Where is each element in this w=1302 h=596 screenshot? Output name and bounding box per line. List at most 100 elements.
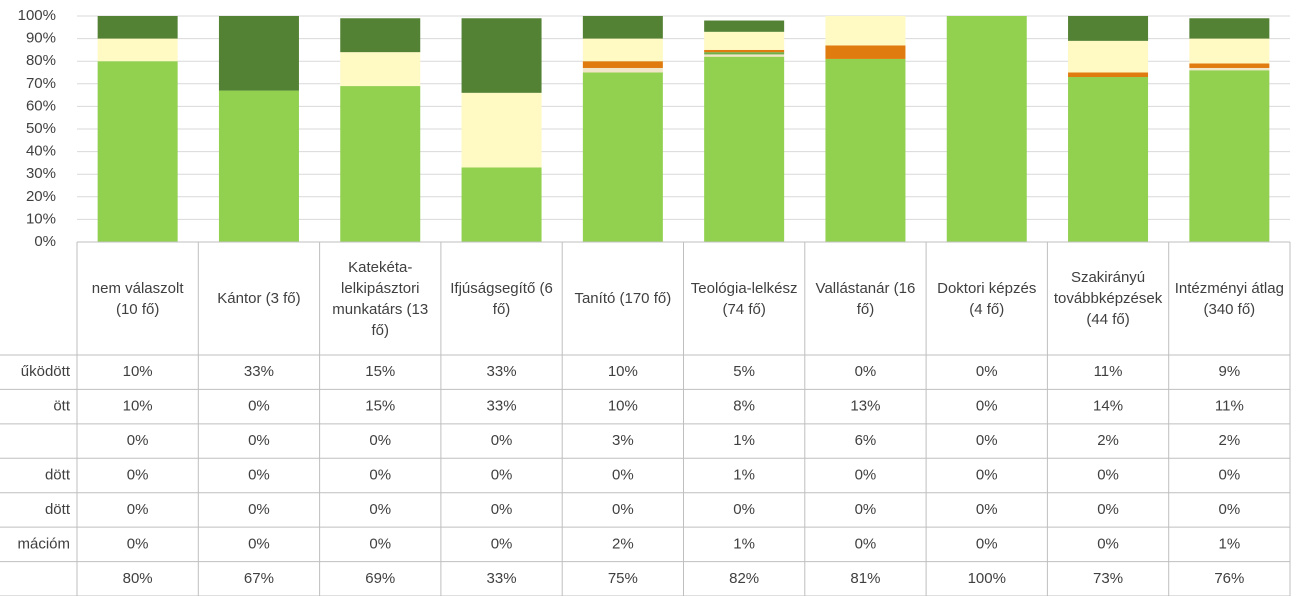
bar-segment (1068, 16, 1149, 41)
table-cell: 1% (733, 466, 755, 483)
table-cell: 13% (850, 398, 880, 415)
y-tick-label: 60% (26, 97, 56, 114)
table-cell: 73% (1093, 570, 1123, 587)
legend-label: mációm (17, 535, 70, 552)
table-cell: 0% (733, 501, 755, 518)
table-cell: 0% (976, 501, 998, 518)
table-cell: 11% (1215, 398, 1244, 415)
table-cell: 0% (1219, 501, 1241, 518)
bar-segment (1189, 38, 1270, 64)
bar-segment (340, 18, 421, 53)
table-cell: 10% (123, 363, 153, 380)
y-tick-label: 90% (26, 30, 56, 47)
table-cell: 0% (976, 363, 998, 380)
table-cell: 82% (729, 570, 759, 587)
table-cell: 1% (733, 432, 755, 449)
category-label: nem válaszolt (10 fő) (91, 279, 184, 318)
bar-segment (825, 58, 906, 242)
bar-segment (1189, 63, 1270, 68)
table-cell: 11% (1094, 363, 1123, 380)
bar-segment (218, 16, 299, 91)
table-cell: 2% (1219, 432, 1241, 449)
bar-segment (1189, 70, 1270, 243)
table-cell: 3% (612, 432, 634, 449)
table-cell: 0% (248, 432, 270, 449)
bar-segment (704, 20, 785, 32)
bar-segment (704, 52, 785, 55)
table-cell: 0% (976, 398, 998, 415)
y-tick-label: 80% (26, 52, 56, 69)
table-cell: 10% (608, 363, 638, 380)
legend-label: dött (45, 466, 71, 483)
category-label: Ifjúságsegítő (6 fő) (450, 279, 553, 318)
legend-label: dött (45, 501, 71, 518)
table-cell: 0% (127, 432, 149, 449)
table-cell: 0% (127, 466, 149, 483)
category-label: Kántor (3 fő) (217, 290, 301, 307)
table-cell: 6% (855, 432, 877, 449)
table-cell: 1% (1219, 535, 1241, 552)
table-cell: 10% (123, 398, 153, 415)
table-cell: 0% (369, 466, 391, 483)
bar-segment (1189, 67, 1270, 71)
bar-segment (97, 16, 178, 39)
table-cell: 2% (612, 535, 634, 552)
table-cell: 14% (1093, 398, 1123, 415)
bar-segment (340, 52, 421, 87)
bar-segment (461, 18, 542, 93)
bar-segment (1068, 77, 1149, 243)
table-cell: 9% (1219, 363, 1241, 380)
table-cell: 0% (612, 501, 634, 518)
table-cell: 15% (365, 398, 395, 415)
y-tick-label: 30% (26, 165, 56, 182)
table-cell: 100% (968, 570, 1006, 587)
bar-segment (582, 61, 663, 68)
table-cell: 0% (855, 535, 877, 552)
table-cell: 0% (1097, 501, 1119, 518)
table-cell: 10% (608, 398, 638, 415)
bar-segment (461, 167, 542, 242)
table-cell: 0% (976, 535, 998, 552)
bar-segment (97, 61, 178, 243)
table-cell: 0% (855, 363, 877, 380)
table-cell: 76% (1214, 570, 1244, 587)
bar-segment (704, 56, 785, 243)
table-cell: 0% (491, 466, 513, 483)
category-label: Vallástanár (16 fő) (815, 279, 916, 318)
bar-segment (582, 38, 663, 62)
category-label: Tanító (170 fő) (574, 290, 672, 307)
table-cell: 80% (123, 570, 153, 587)
table-cell: 0% (491, 432, 513, 449)
table-cell: 0% (976, 432, 998, 449)
table-cell: 0% (976, 466, 998, 483)
table-cell: 0% (855, 466, 877, 483)
table-cell: 0% (855, 501, 877, 518)
table-cell: 5% (733, 363, 755, 380)
bar-segment (582, 72, 663, 242)
bar-segment (1189, 18, 1270, 39)
bar-segment (218, 90, 299, 242)
table-cell: 2% (1097, 432, 1119, 449)
category-label: Szakirányú továbbképzések (44 fő) (1053, 269, 1163, 328)
table-cell: 0% (369, 501, 391, 518)
table-cell: 0% (127, 501, 149, 518)
table-cell: 15% (365, 363, 395, 380)
bar-segment (1068, 40, 1149, 73)
table-cell: 0% (127, 535, 149, 552)
y-tick-label: 0% (34, 233, 56, 250)
table-cell: 0% (248, 466, 270, 483)
table-cell: 0% (1097, 466, 1119, 483)
table-cell: 0% (248, 535, 270, 552)
table-cell: 0% (491, 535, 513, 552)
bar-segment (340, 86, 421, 242)
table-cell: 0% (491, 501, 513, 518)
table-cell: 8% (733, 398, 755, 415)
table-cell: 0% (1097, 535, 1119, 552)
bar-segment (704, 49, 785, 53)
category-label: Katekéta-lelkipásztori munkatárs (13 fő) (332, 258, 429, 339)
bar-segment (704, 31, 785, 50)
y-tick-label: 20% (26, 188, 56, 205)
table-cell: 67% (244, 570, 274, 587)
bar-segment (825, 45, 906, 59)
